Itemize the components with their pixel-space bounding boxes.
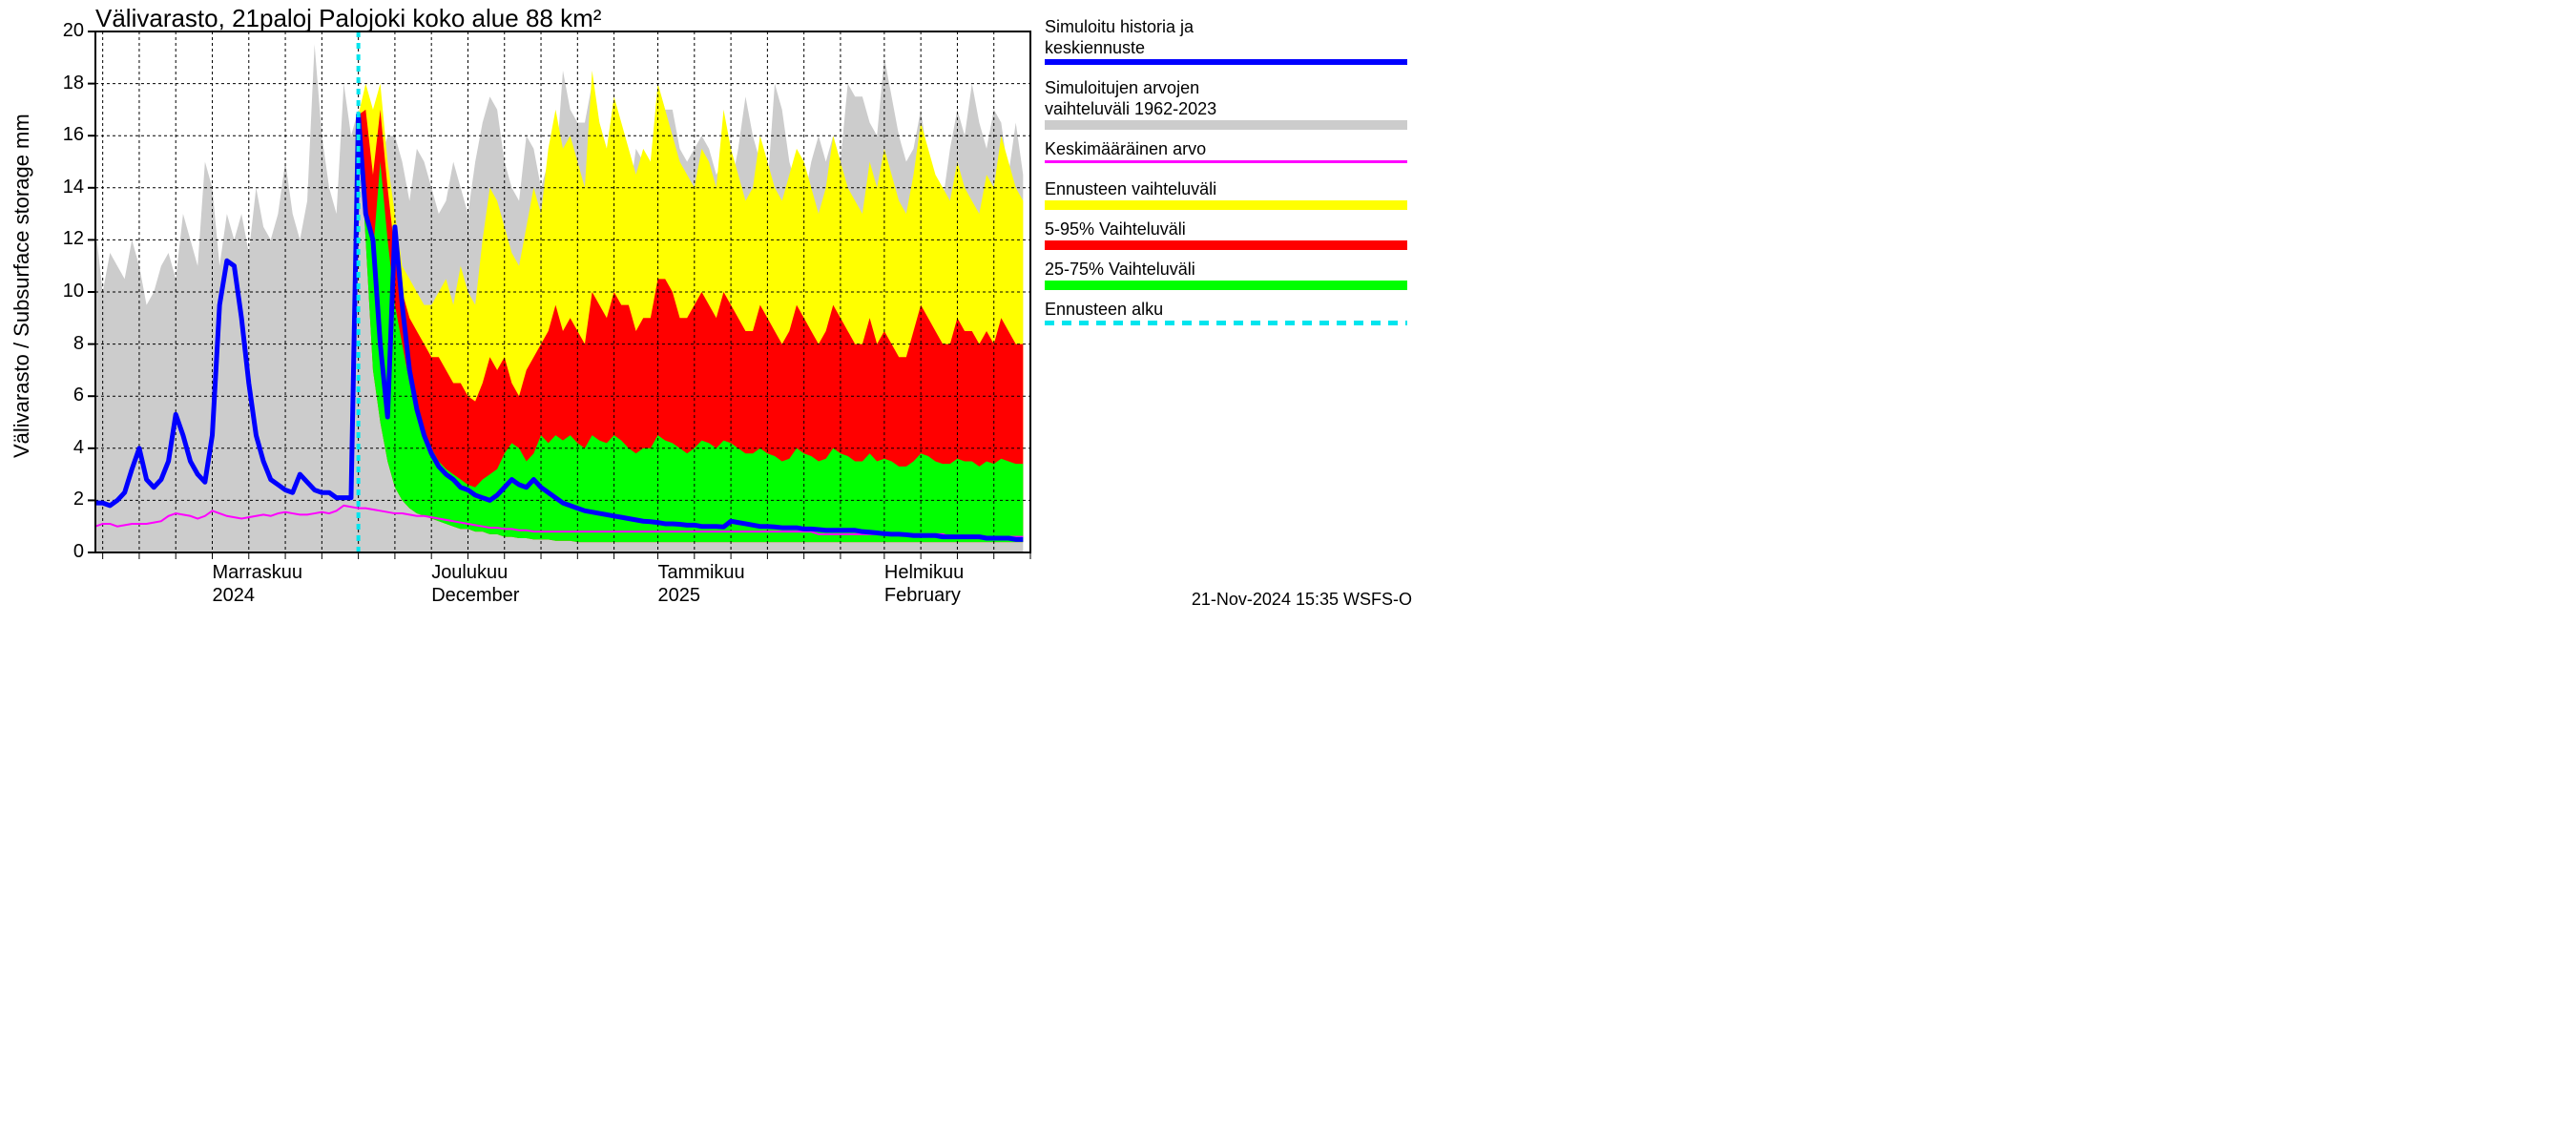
y-tick-label: 4 [73,437,84,459]
legend-swatch [1045,200,1407,210]
month-sublabel: February [884,585,961,607]
legend-swatch [1045,160,1407,163]
legend-label: 25-75% Vaihteluväli [1045,260,1195,280]
y-tick-label: 16 [63,124,84,146]
month-sublabel: 2024 [213,585,256,607]
legend-label: 5-95% Vaihteluväli [1045,219,1186,239]
legend-label: Simuloitu historia ja [1045,17,1194,37]
chart-svg [0,0,1431,636]
y-tick-label: 8 [73,333,84,355]
month-label: Joulukuu [431,562,508,584]
legend-label: Ennusteen alku [1045,300,1163,320]
y-tick-label: 12 [63,228,84,250]
legend-label: Simuloitujen arvojen [1045,78,1199,98]
timestamp: 21-Nov-2024 15:35 WSFS-O [1192,590,1412,610]
month-sublabel: December [431,585,519,607]
month-label: Tammikuu [658,562,745,584]
legend-swatch [1045,59,1407,65]
legend-label: keskiennuste [1045,38,1145,58]
y-tick-label: 14 [63,177,84,198]
y-tick-label: 0 [73,541,84,563]
y-tick-label: 18 [63,73,84,94]
legend-swatch [1045,281,1407,290]
month-label: Helmikuu [884,562,964,584]
y-tick-label: 20 [63,20,84,42]
legend-swatch [1045,120,1407,130]
y-tick-label: 6 [73,385,84,406]
legend-swatch [1045,240,1407,250]
legend-label: Keskimääräinen arvo [1045,139,1206,159]
y-tick-label: 2 [73,489,84,510]
legend-label: vaihteluväli 1962-2023 [1045,99,1216,119]
month-sublabel: 2025 [658,585,701,607]
y-tick-label: 10 [63,281,84,302]
month-label: Marraskuu [213,562,302,584]
legend-label: Ennusteen vaihteluväli [1045,179,1216,199]
legend-swatch [1045,321,1407,325]
